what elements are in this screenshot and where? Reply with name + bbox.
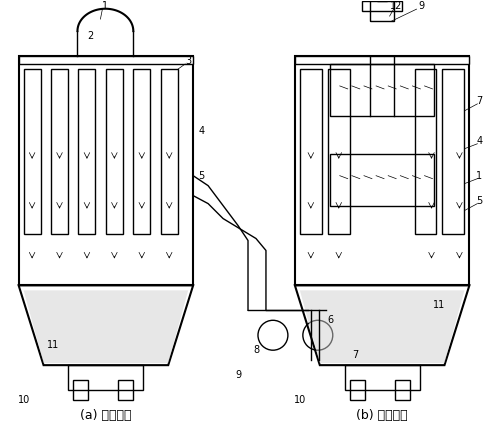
Bar <box>414 69 436 234</box>
Text: 6: 6 <box>328 315 334 325</box>
Text: 2: 2 <box>88 31 94 41</box>
Bar <box>68 365 144 390</box>
Bar <box>160 69 178 234</box>
Bar <box>18 56 193 285</box>
Text: 9: 9 <box>235 370 241 380</box>
Text: 10: 10 <box>18 395 29 405</box>
Bar <box>18 56 193 64</box>
Bar <box>134 69 150 234</box>
Text: 3: 3 <box>185 56 191 66</box>
Text: 4: 4 <box>476 136 482 146</box>
Bar <box>394 380 409 400</box>
Text: (a) 上进气式: (a) 上进气式 <box>80 409 131 421</box>
Text: 11: 11 <box>48 340 60 350</box>
Text: 7: 7 <box>476 96 482 106</box>
Text: 1: 1 <box>476 171 482 181</box>
Text: 7: 7 <box>352 350 359 360</box>
Text: (b) 下进气式: (b) 下进气式 <box>356 409 408 421</box>
Bar <box>51 69 68 234</box>
Bar <box>344 365 420 390</box>
Bar <box>118 380 134 400</box>
Bar <box>295 56 470 285</box>
Bar <box>376 0 386 1</box>
Bar <box>328 69 349 234</box>
Polygon shape <box>300 290 464 363</box>
Text: 12: 12 <box>390 1 403 11</box>
Text: 4: 4 <box>198 126 204 136</box>
Bar <box>442 69 464 234</box>
Bar <box>24 69 40 234</box>
Bar <box>350 380 364 400</box>
Text: 10: 10 <box>294 395 306 405</box>
Bar <box>300 69 322 234</box>
Text: 5: 5 <box>198 171 204 181</box>
Bar <box>330 154 434 206</box>
Text: 5: 5 <box>476 195 482 206</box>
Bar <box>295 56 470 64</box>
Bar <box>74 380 88 400</box>
Bar <box>362 1 402 11</box>
Text: 11: 11 <box>434 300 446 310</box>
Bar <box>106 69 123 234</box>
Text: 8: 8 <box>253 345 259 355</box>
Bar <box>370 0 394 21</box>
Bar <box>330 64 434 116</box>
Bar <box>78 69 96 234</box>
Polygon shape <box>24 290 188 363</box>
Text: 9: 9 <box>418 1 424 11</box>
Text: 1: 1 <box>102 1 108 11</box>
